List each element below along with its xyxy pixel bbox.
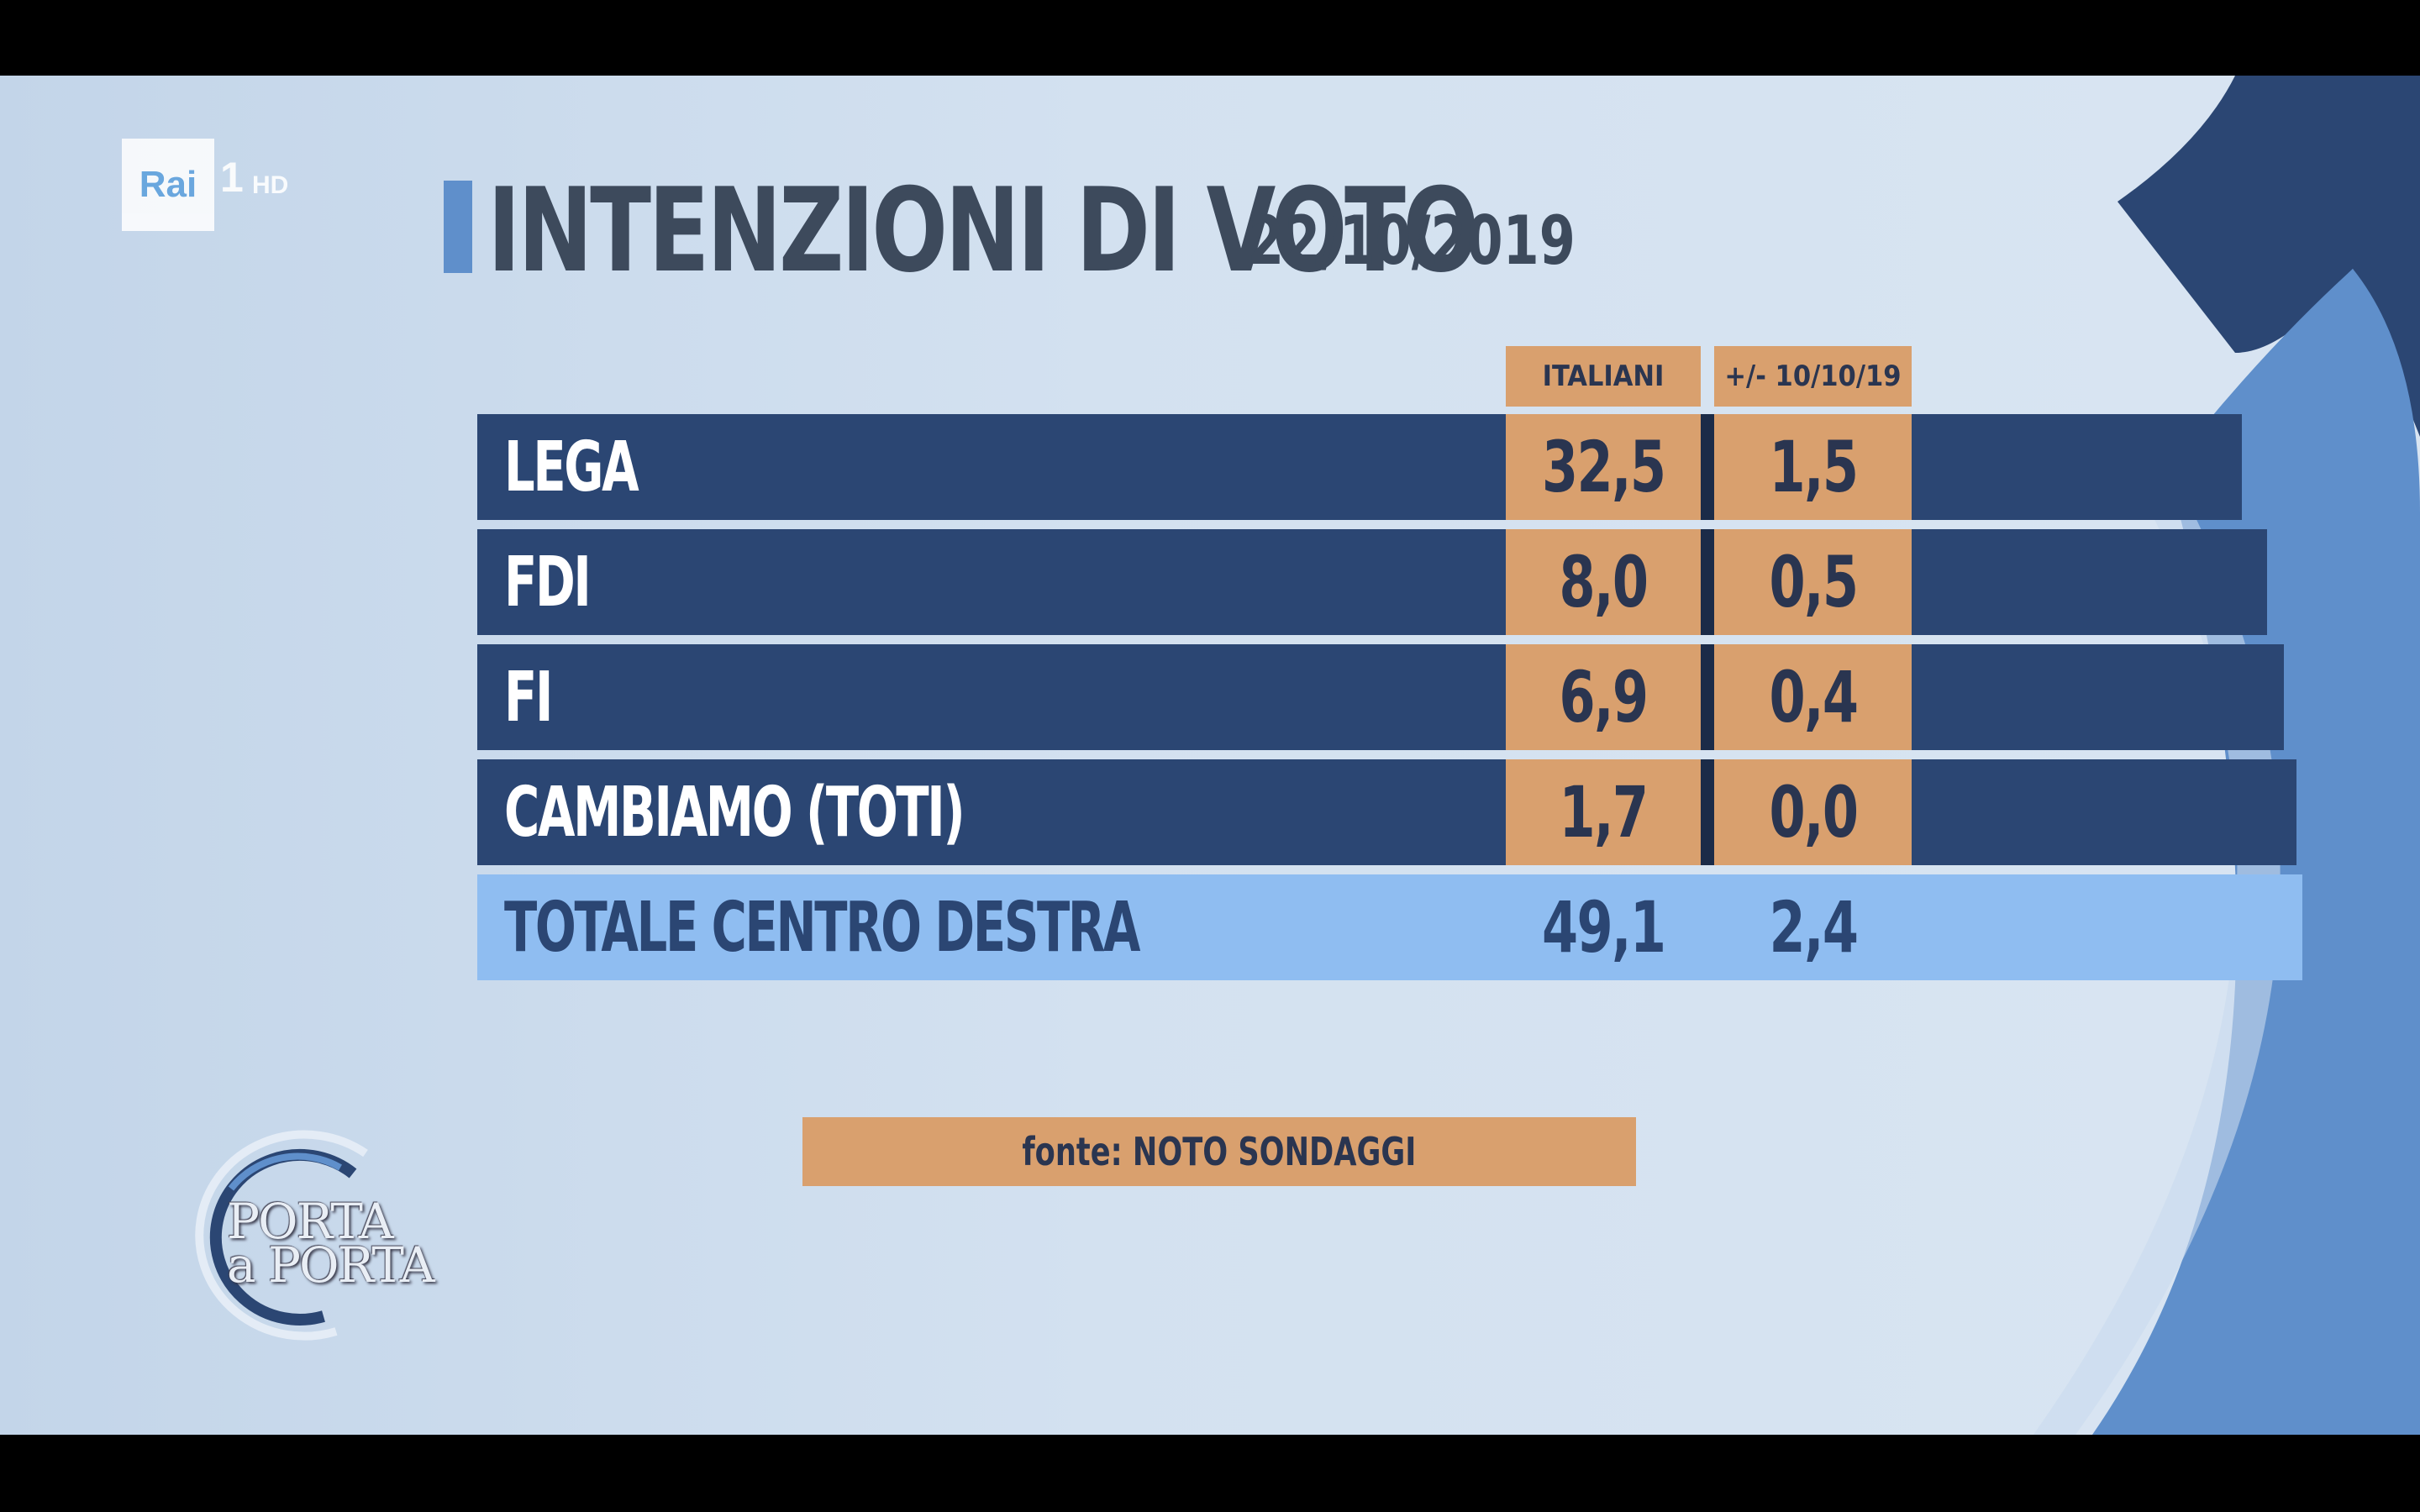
- source-label: fonte: NOTO SONDAGGI: [802, 1117, 1636, 1186]
- column-header-italiani: ITALIANI: [1506, 346, 1701, 407]
- show-logo-line1: PORTA: [227, 1193, 394, 1250]
- column-header-delta: +/- 10/10/19: [1714, 346, 1912, 407]
- value-italiani-text: 1,7: [1559, 771, 1649, 853]
- porta-a-porta-logo: [195, 1130, 368, 1341]
- rai-logo-text: Rai: [139, 164, 197, 205]
- value-delta-text: 0,0: [1769, 771, 1858, 853]
- value-delta-text: 0,4: [1769, 656, 1858, 738]
- cell-divider: [1701, 529, 1714, 635]
- light-arc-shape: [2033, 496, 2281, 1435]
- page-title: INTENZIONI DI VOTO: [487, 163, 1479, 298]
- value-italiani: 32,5: [1506, 414, 1701, 520]
- rai-logo: Rai: [122, 139, 214, 231]
- cell-divider: [1701, 644, 1714, 750]
- logo-outer-ring: [195, 1130, 368, 1341]
- total-italiani: 49,1: [1506, 874, 1701, 980]
- value-delta: 1,5: [1714, 414, 1912, 520]
- value-italiani-text: 32,5: [1541, 426, 1666, 508]
- value-italiani: 1,7: [1506, 759, 1701, 865]
- value-italiani: 6,9: [1506, 644, 1701, 750]
- value-delta: 0,5: [1714, 529, 1912, 635]
- total-italiani-text: 49,1: [1541, 886, 1666, 969]
- row-label: FI: [504, 657, 553, 738]
- value-italiani-text: 6,9: [1559, 656, 1649, 738]
- total-delta: 2,4: [1714, 874, 1912, 980]
- tv-graphic: Rai 1 HD INTENZIONI DI VOTO 22/10/2019 I…: [0, 76, 2420, 1435]
- value-italiani-text: 8,0: [1559, 541, 1649, 623]
- total-row: TOTALE CENTRO DESTRA 49,1 2,4: [477, 874, 2302, 980]
- channel-number: 1: [220, 154, 244, 201]
- value-delta-text: 0,5: [1769, 541, 1858, 623]
- total-delta-text: 2,4: [1769, 886, 1858, 969]
- total-label: TOTALE CENTRO DESTRA: [504, 887, 1140, 968]
- value-italiani: 8,0: [1506, 529, 1701, 635]
- cell-divider: [1701, 414, 1714, 520]
- show-logo-line2: a PORTA: [227, 1236, 435, 1294]
- row-label: CAMBIAMO (TOTI): [504, 772, 965, 853]
- row-label: FDI: [504, 542, 592, 622]
- cell-divider: [1701, 759, 1714, 865]
- row-label: LEGA: [504, 427, 639, 507]
- dark-arc-shape: [2118, 76, 2420, 437]
- source-text: fonte: NOTO SONDAGGI: [1022, 1129, 1417, 1174]
- value-delta: 0,0: [1714, 759, 1912, 865]
- table-row: CAMBIAMO (TOTI) 1,7 0,0: [477, 759, 2296, 865]
- table-row: FDI 8,0 0,5: [477, 529, 2267, 635]
- table-row: LEGA 32,5 1,5: [477, 414, 2242, 520]
- value-delta: 0,4: [1714, 644, 1912, 750]
- logo-accent-ring: [228, 1152, 342, 1191]
- title-accent-bar: [444, 181, 472, 273]
- hd-badge: HD: [252, 171, 289, 199]
- table-row: FI 6,9 0,4: [477, 644, 2284, 750]
- title-date: 22/10/2019: [1248, 202, 1576, 280]
- value-delta-text: 1,5: [1769, 426, 1858, 508]
